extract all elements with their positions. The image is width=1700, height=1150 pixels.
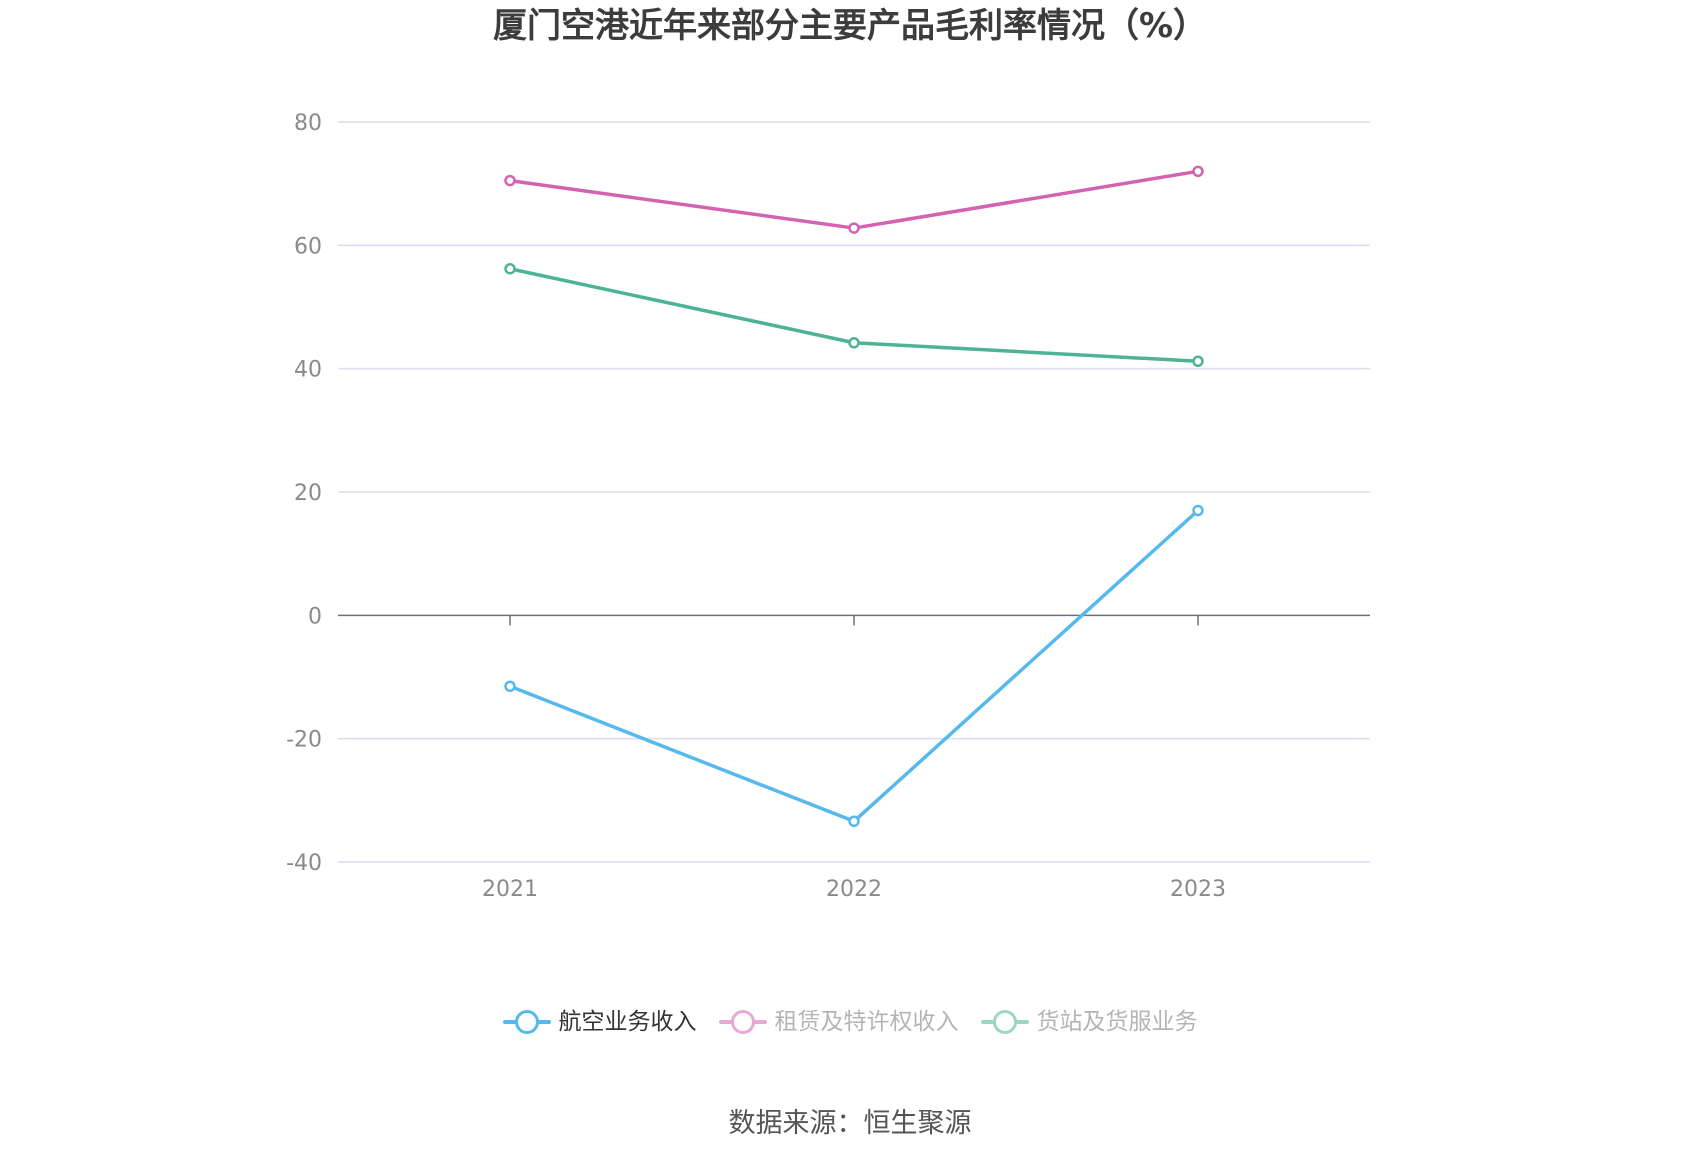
data-point <box>848 222 860 234</box>
legend-label: 货站及货服业务 <box>1036 1009 1198 1035</box>
x-tick-label: 2023 <box>1170 877 1226 902</box>
legend-item-aviation[interactable]: 航空业务收入 <box>502 1007 697 1037</box>
legend-item-cargo[interactable]: 货站及货服业务 <box>980 1007 1198 1037</box>
data-point <box>1192 355 1204 368</box>
data-point <box>848 815 860 828</box>
data-point <box>504 263 516 275</box>
legend-line-marker-icon <box>980 1007 1029 1037</box>
y-tick-label: 40 <box>294 358 322 383</box>
chart-title: 厦门空港近年来部分主要产品毛利率情况（%） <box>492 6 1208 46</box>
data-point <box>848 337 860 349</box>
y-tick-label: 80 <box>294 111 322 136</box>
series-line <box>508 169 1200 230</box>
legend-swatch-ring <box>514 1010 539 1034</box>
y-tick-label: 0 <box>308 604 322 629</box>
data-point <box>504 174 516 187</box>
y-tick-label: 20 <box>294 481 322 506</box>
series-line <box>508 508 1200 824</box>
data-point <box>1192 504 1204 517</box>
legend-label: 航空业务收入 <box>558 1009 697 1035</box>
x-tick-label: 2022 <box>826 877 882 902</box>
data-source-note: 数据来源：恒生聚源 <box>728 1108 972 1139</box>
legend-swatch-ring <box>992 1010 1017 1034</box>
data-point <box>504 680 516 692</box>
legend-line-marker-icon <box>502 1007 551 1037</box>
y-tick-label: -20 <box>286 728 322 753</box>
legend-line-marker-icon <box>718 1007 767 1037</box>
legend-item-leasing[interactable]: 租赁及特许权收入 <box>718 1007 959 1037</box>
data-point <box>1192 165 1204 178</box>
y-tick-label: -40 <box>286 851 322 876</box>
x-tick-label: 2021 <box>482 877 538 902</box>
legend-swatch-ring <box>730 1010 755 1034</box>
legend: 航空业务收入 租赁及特许权收入 货站及货服业务 <box>0 1007 1700 1037</box>
legend-label: 租赁及特许权收入 <box>774 1009 959 1035</box>
y-tick-label: 60 <box>294 234 322 259</box>
